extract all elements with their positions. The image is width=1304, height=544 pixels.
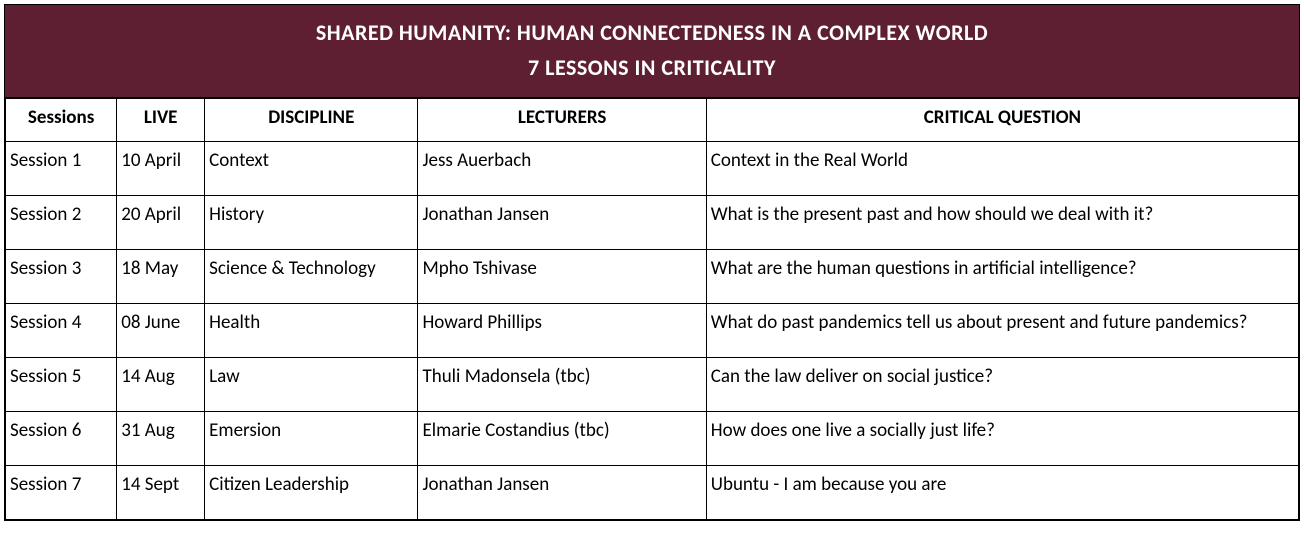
table-row: Session 110 AprilContextJess AuerbachCon… <box>6 142 1299 196</box>
cell-discipline: Emersion <box>205 412 418 466</box>
cell-discipline: Health <box>205 304 418 358</box>
title-bar: SHARED HUMANITY: HUMAN CONNECTEDNESS IN … <box>5 5 1299 98</box>
cell-question: Can the law deliver on social justice? <box>706 358 1298 412</box>
title-line-1: SHARED HUMANITY: HUMAN CONNECTEDNESS IN … <box>316 19 988 46</box>
cell-lecturer: Howard Phillips <box>418 304 706 358</box>
cell-lecturer: Mpho Tshivase <box>418 250 706 304</box>
cell-live: 20 April <box>117 196 205 250</box>
header-lecturers: LECTURERS <box>418 99 706 142</box>
cell-question: Context in the Real World <box>706 142 1298 196</box>
cell-live: 08 June <box>117 304 205 358</box>
cell-live: 14 Aug <box>117 358 205 412</box>
cell-discipline: Citizen Leadership <box>205 466 418 520</box>
schedule-table-wrapper: SHARED HUMANITY: HUMAN CONNECTEDNESS IN … <box>4 4 1300 521</box>
cell-live: 18 May <box>117 250 205 304</box>
cell-lecturer: Thuli Madonsela (tbc) <box>418 358 706 412</box>
cell-question: Ubuntu - I am because you are <box>706 466 1298 520</box>
cell-session: Session 3 <box>6 250 117 304</box>
cell-session: Session 6 <box>6 412 117 466</box>
cell-session: Session 2 <box>6 196 117 250</box>
header-question: CRITICAL QUESTION <box>706 99 1298 142</box>
cell-question: What do past pandemics tell us about pre… <box>706 304 1298 358</box>
table-row: Session 408 JuneHealthHoward PhillipsWha… <box>6 304 1299 358</box>
header-live: LIVE <box>117 99 205 142</box>
cell-session: Session 5 <box>6 358 117 412</box>
cell-question: What is the present past and how should … <box>706 196 1298 250</box>
sessions-tbody: Session 110 AprilContextJess AuerbachCon… <box>6 142 1299 520</box>
cell-session: Session 1 <box>6 142 117 196</box>
cell-discipline: Science & Technology <box>205 250 418 304</box>
table-row: Session 714 SeptCitizen LeadershipJonath… <box>6 466 1299 520</box>
table-row: Session 631 AugEmersionElmarie Costandiu… <box>6 412 1299 466</box>
cell-discipline: Law <box>205 358 418 412</box>
cell-live: 14 Sept <box>117 466 205 520</box>
cell-session: Session 7 <box>6 466 117 520</box>
table-row: Session 514 AugLawThuli Madonsela (tbc)C… <box>6 358 1299 412</box>
table-row: Session 318 MayScience & TechnologyMpho … <box>6 250 1299 304</box>
table-row: Session 220 AprilHistoryJonathan JansenW… <box>6 196 1299 250</box>
cell-discipline: Context <box>205 142 418 196</box>
header-discipline: DISCIPLINE <box>205 99 418 142</box>
header-sessions: Sessions <box>6 99 117 142</box>
cell-lecturer: Elmarie Costandius (tbc) <box>418 412 706 466</box>
cell-live: 31 Aug <box>117 412 205 466</box>
title-line-2: 7 LESSONS IN CRITICALITY <box>528 54 776 81</box>
cell-lecturer: Jonathan Jansen <box>418 196 706 250</box>
cell-question: What are the human questions in artifici… <box>706 250 1298 304</box>
cell-session: Session 4 <box>6 304 117 358</box>
cell-lecturer: Jonathan Jansen <box>418 466 706 520</box>
cell-lecturer: Jess Auerbach <box>418 142 706 196</box>
sessions-table: Sessions LIVE DISCIPLINE LECTURERS CRITI… <box>5 98 1299 520</box>
cell-live: 10 April <box>117 142 205 196</box>
cell-discipline: History <box>205 196 418 250</box>
cell-question: How does one live a socially just life? <box>706 412 1298 466</box>
header-row: Sessions LIVE DISCIPLINE LECTURERS CRITI… <box>6 99 1299 142</box>
